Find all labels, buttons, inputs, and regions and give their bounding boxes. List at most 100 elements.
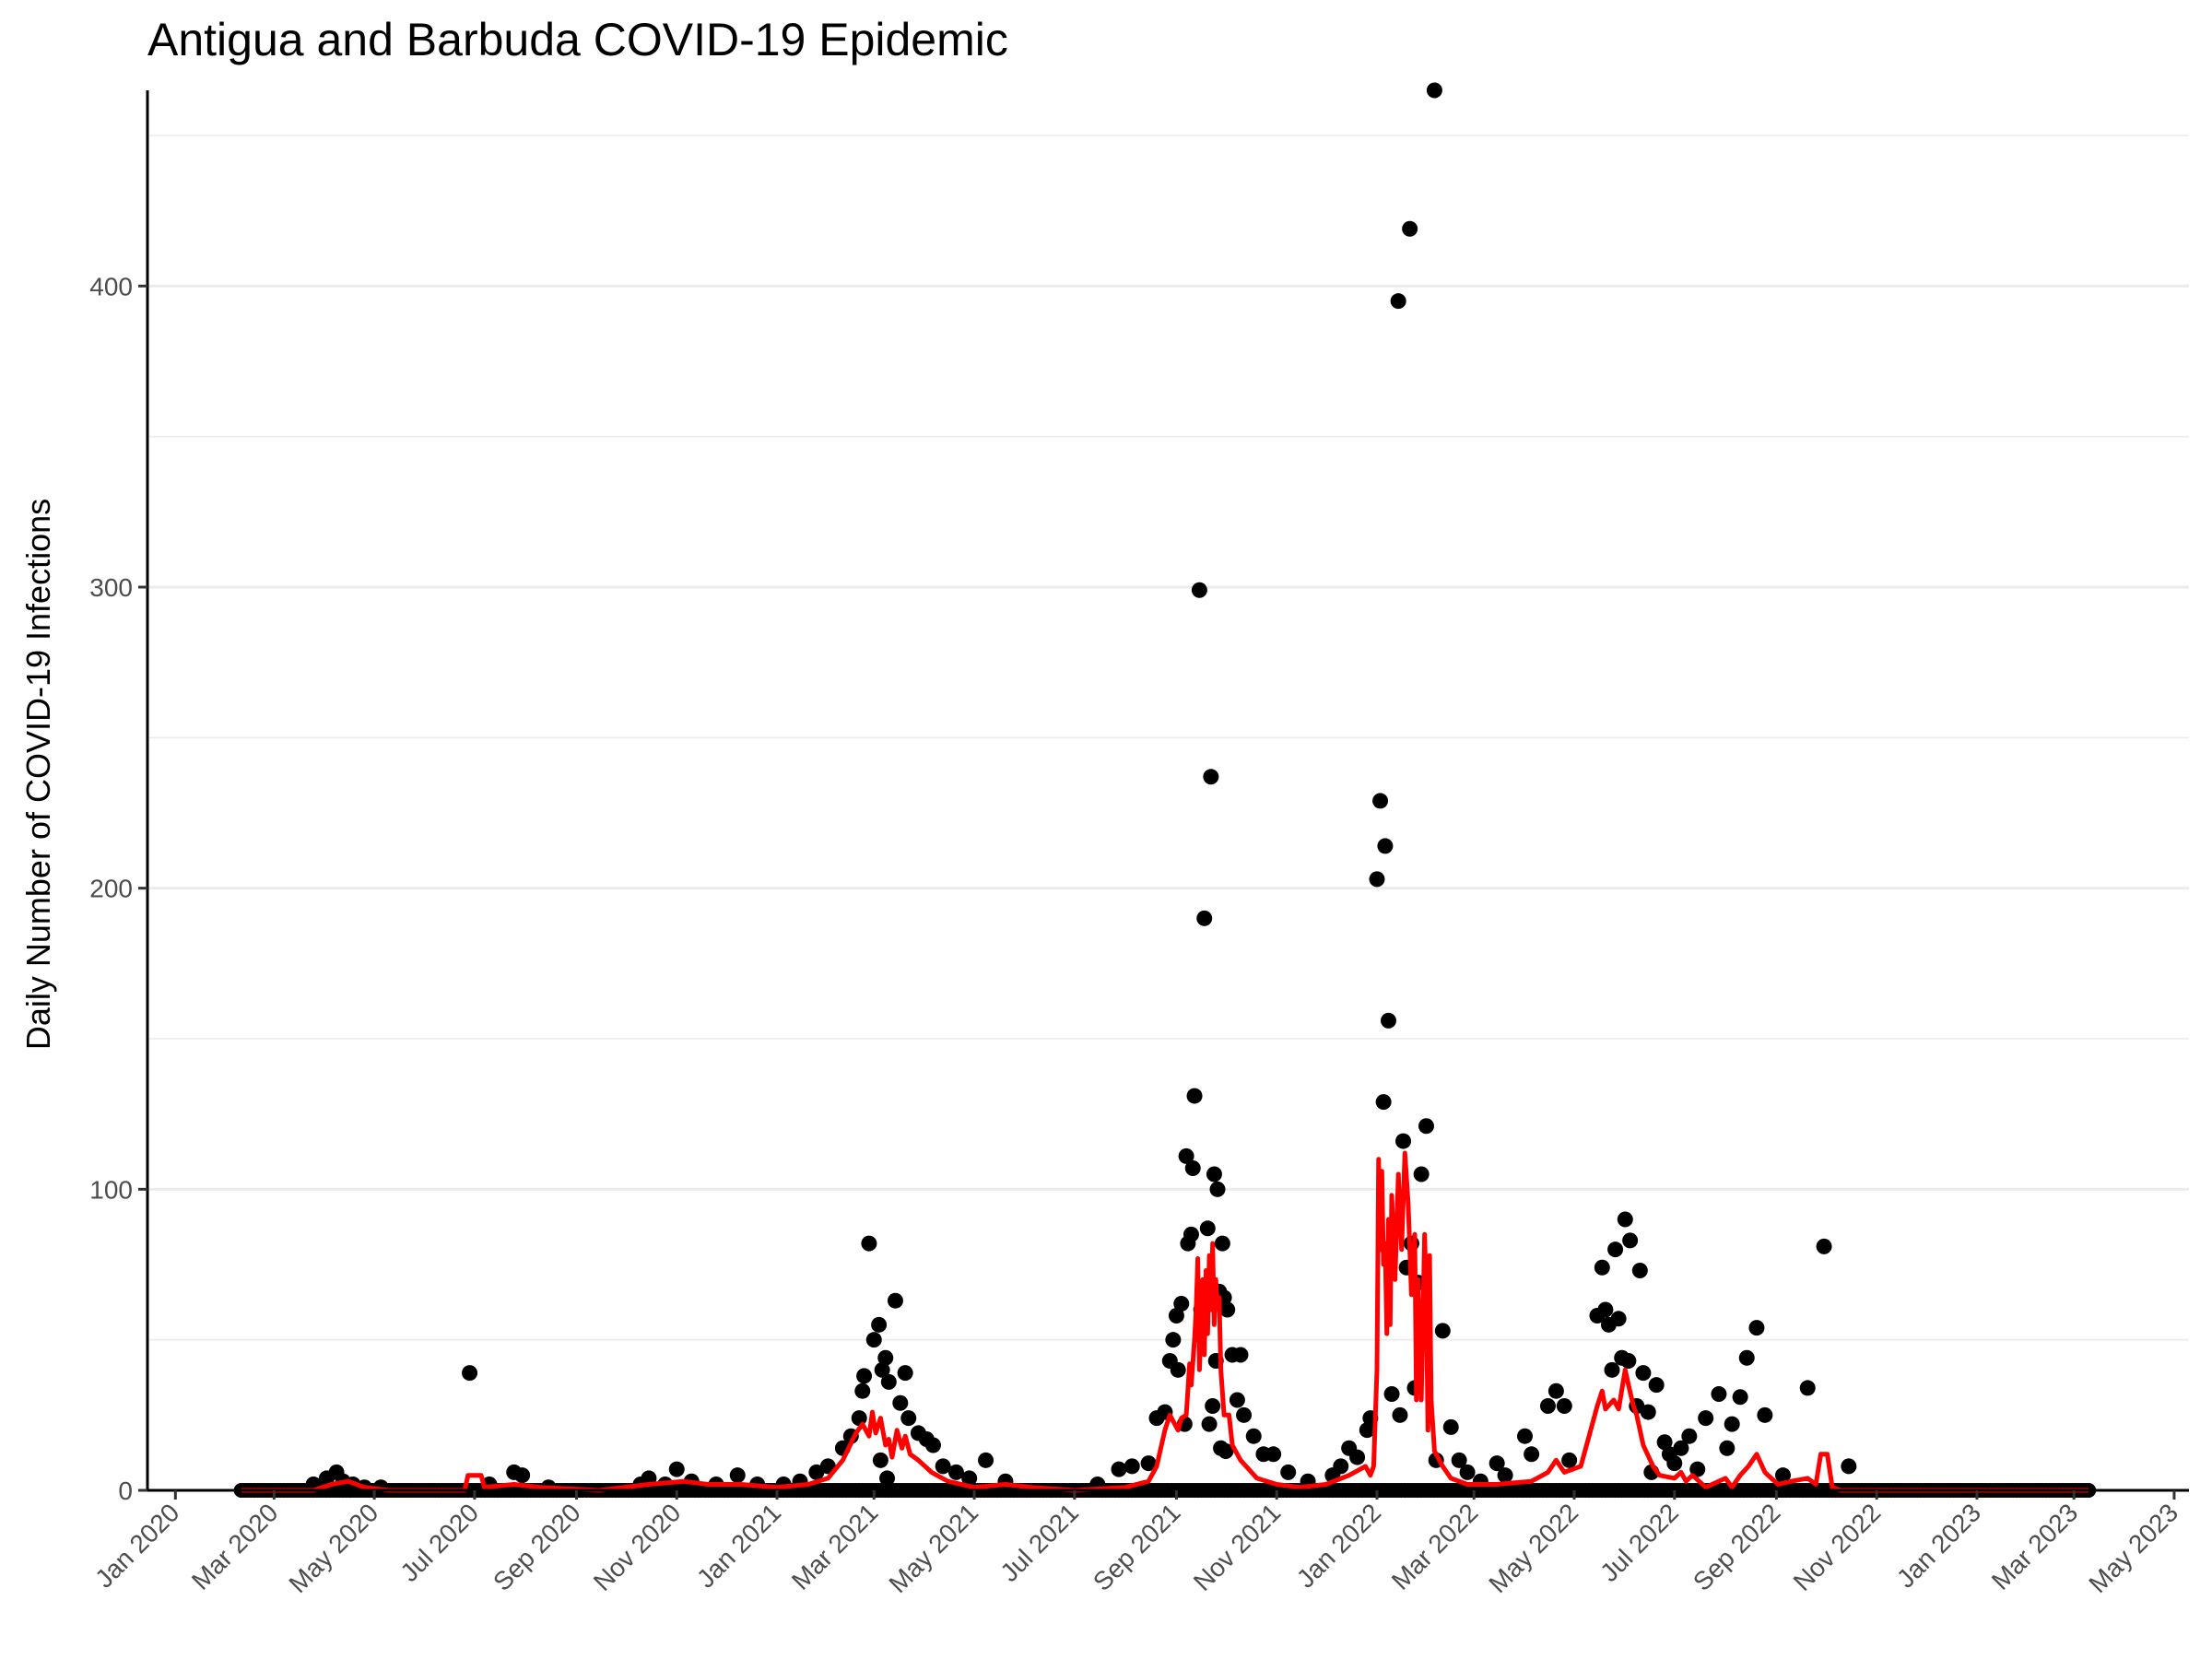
- y-tick-label: 400: [89, 272, 133, 300]
- data-point: [1732, 1389, 1748, 1406]
- data-point: [1738, 1349, 1755, 1366]
- trend-line-layer: [241, 1150, 2089, 1493]
- data-point: [462, 1365, 478, 1382]
- data-point: [1617, 1211, 1633, 1228]
- data-point: [1280, 1464, 1297, 1480]
- data-point: [1369, 871, 1385, 888]
- data-point: [1561, 1452, 1578, 1468]
- data-point: [1640, 1404, 1656, 1420]
- data-point: [1698, 1410, 1714, 1427]
- data-point: [1377, 838, 1394, 854]
- chart-title: Antigua and Barbuda COVID-19 Epidemic: [147, 14, 1008, 65]
- data-point: [961, 1470, 978, 1487]
- x-tick-label: Nov 2021: [1188, 1498, 1287, 1596]
- data-point: [879, 1470, 896, 1487]
- data-point: [1459, 1464, 1476, 1480]
- data-point: [1206, 1166, 1222, 1182]
- x-tick-label: Mar 2022: [1386, 1498, 1484, 1595]
- data-point: [514, 1467, 531, 1484]
- data-point: [935, 1458, 951, 1475]
- x-tick-label: Jan 2020: [89, 1498, 184, 1593]
- data-point: [1620, 1353, 1637, 1370]
- data-point: [1517, 1428, 1534, 1444]
- data-point: [1184, 1159, 1201, 1176]
- x-tick-label: May 2023: [2083, 1498, 2183, 1598]
- data-point: [1265, 1446, 1282, 1463]
- data-point: [978, 1452, 994, 1468]
- data-point: [887, 1292, 903, 1309]
- data-point: [1209, 1181, 1226, 1197]
- data-point: [1359, 1422, 1375, 1439]
- data-point: [872, 1452, 888, 1468]
- data-point: [1635, 1365, 1652, 1382]
- data-point: [1395, 1133, 1412, 1149]
- data-point: [1594, 1259, 1610, 1276]
- x-tick-label: Jul 2020: [394, 1498, 484, 1587]
- data-point: [900, 1410, 917, 1427]
- data-point: [1196, 910, 1213, 926]
- data-point: [1245, 1428, 1262, 1444]
- data-point: [1205, 1398, 1221, 1415]
- data-point: [1724, 1416, 1740, 1432]
- data-point: [1182, 1226, 1199, 1242]
- data-point: [1451, 1452, 1467, 1468]
- data-point: [1719, 1440, 1735, 1456]
- data-point: [1472, 1473, 1488, 1489]
- data-point: [1539, 1398, 1556, 1415]
- data-point: [1392, 1406, 1408, 1423]
- data-point: [1349, 1449, 1366, 1465]
- observed-points: [233, 82, 2097, 1498]
- data-point: [1442, 1418, 1459, 1435]
- data-point: [1524, 1446, 1540, 1463]
- data-point: [1214, 1235, 1230, 1252]
- data-point: [892, 1394, 909, 1411]
- data-point: [1497, 1467, 1513, 1484]
- data-point: [1173, 1295, 1190, 1312]
- data-point: [1547, 1382, 1564, 1399]
- data-point: [877, 1349, 894, 1366]
- data-point: [1604, 1361, 1620, 1378]
- data-point: [1375, 1094, 1392, 1111]
- x-tick-label: Nov 2022: [1788, 1498, 1887, 1596]
- data-point: [1111, 1461, 1127, 1477]
- data-point: [1380, 1012, 1396, 1029]
- y-tick-label: 300: [89, 573, 133, 602]
- axes: [138, 90, 2189, 1500]
- y-tick-label: 0: [118, 1477, 133, 1505]
- x-tick-label: Mar 2023: [1986, 1498, 2084, 1595]
- data-point: [880, 1373, 897, 1390]
- x-tick-label: Mar 2021: [786, 1498, 884, 1595]
- x-tick-label: Sep 2020: [488, 1498, 586, 1596]
- data-point: [1219, 1301, 1236, 1318]
- data-point: [1236, 1406, 1253, 1423]
- data-point: [808, 1464, 825, 1480]
- data-point: [1168, 1308, 1184, 1324]
- data-point: [1757, 1406, 1773, 1423]
- y-tick-label: 200: [89, 875, 133, 903]
- x-tick-label: Jan 2021: [691, 1498, 786, 1593]
- data-point: [1681, 1428, 1698, 1444]
- data-point: [854, 1382, 871, 1399]
- grid-lines: [147, 135, 2189, 1492]
- data-point: [1170, 1361, 1186, 1378]
- data-point: [1199, 1220, 1216, 1237]
- x-tick-label: Jul 2022: [1594, 1498, 1684, 1587]
- data-point: [1434, 1323, 1451, 1339]
- x-tick-label: Jul 2021: [994, 1498, 1084, 1587]
- data-point: [1218, 1443, 1234, 1460]
- x-tick-label: Jan 2023: [1891, 1498, 1986, 1593]
- x-tick-label: May 2020: [283, 1498, 383, 1598]
- data-point: [1622, 1232, 1639, 1249]
- data-point: [1666, 1455, 1683, 1472]
- x-tick-label: Nov 2020: [588, 1498, 687, 1596]
- data-point: [1232, 1347, 1249, 1363]
- x-tick-label: Sep 2021: [1088, 1498, 1186, 1596]
- data-point: [1597, 1301, 1614, 1318]
- data-point: [1390, 293, 1406, 310]
- data-point: [1774, 1467, 1791, 1484]
- data-point: [856, 1368, 873, 1384]
- data-point: [1402, 220, 1418, 237]
- x-tick-label: Mar 2020: [186, 1498, 284, 1595]
- data-point: [1648, 1377, 1665, 1394]
